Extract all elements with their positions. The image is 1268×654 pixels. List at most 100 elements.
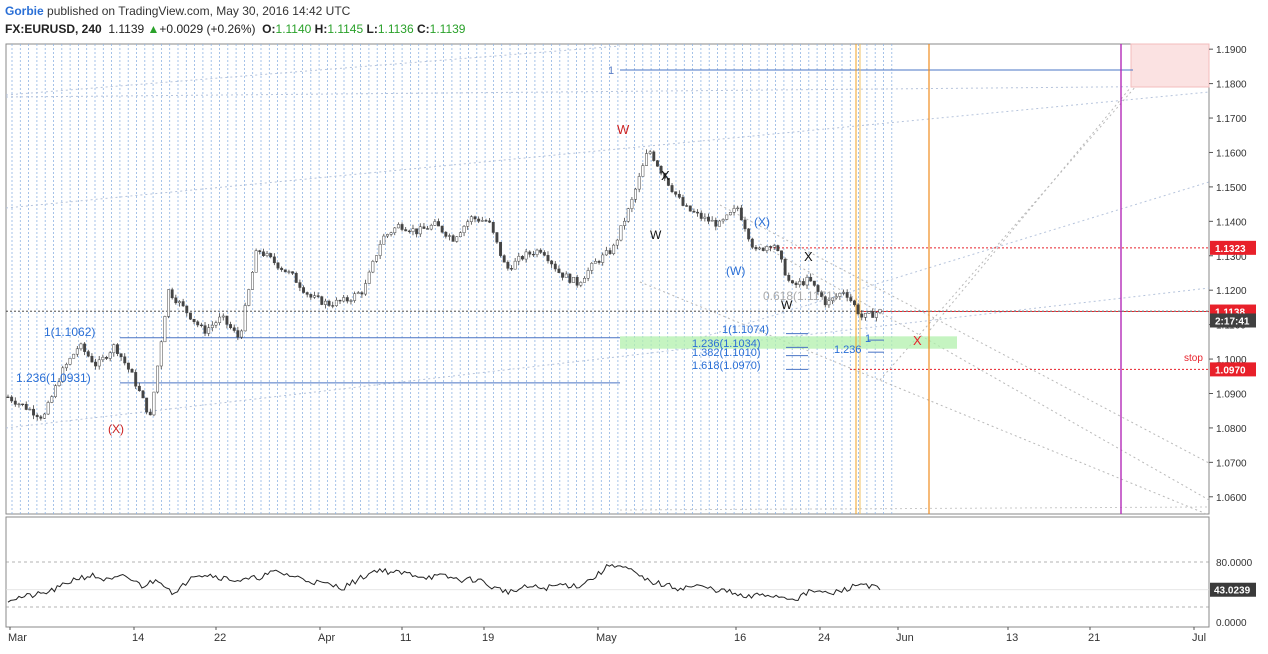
candle-body bbox=[17, 403, 21, 406]
candle-body bbox=[871, 311, 875, 318]
candle-body bbox=[105, 356, 108, 359]
candle-body bbox=[860, 313, 864, 318]
wave-annotation: 1(1.1074) bbox=[722, 324, 769, 336]
candle-body bbox=[608, 250, 612, 254]
wave-annotation: (X) bbox=[108, 422, 124, 436]
wave-annotation: 1 bbox=[608, 65, 614, 77]
candle-body bbox=[827, 300, 831, 306]
author-link[interactable]: Gorbie bbox=[5, 4, 44, 18]
candle-body bbox=[714, 219, 718, 227]
candle-body bbox=[809, 277, 813, 282]
candle-body bbox=[86, 351, 90, 357]
candle-body bbox=[721, 219, 725, 222]
candle-body bbox=[178, 301, 181, 304]
wave-annotation: 1(1.1062) bbox=[44, 325, 95, 339]
candle-body bbox=[400, 224, 404, 230]
candle-body bbox=[586, 270, 590, 279]
candle-body bbox=[437, 221, 440, 227]
low-label: L: bbox=[366, 22, 378, 36]
candle-body bbox=[707, 216, 710, 222]
osc-tick-label: 80.0000 bbox=[1216, 558, 1253, 569]
candle-body bbox=[842, 292, 845, 294]
candle-body bbox=[645, 153, 648, 166]
candle-body bbox=[134, 372, 138, 387]
osc-tick-label: 0.0000 bbox=[1216, 618, 1247, 629]
candle-body bbox=[367, 271, 371, 284]
candle-body bbox=[834, 296, 838, 299]
candle-body bbox=[156, 365, 160, 393]
y-tick-label: 1.1700 bbox=[1216, 114, 1247, 125]
channel-line bbox=[699, 181, 1210, 339]
candle-body bbox=[634, 188, 637, 200]
candle-body bbox=[199, 324, 203, 327]
last-price: 1.1139 bbox=[108, 22, 145, 36]
candle-body bbox=[389, 232, 393, 235]
candle-body bbox=[426, 228, 430, 230]
candle-body bbox=[473, 216, 477, 220]
candle-body bbox=[356, 292, 360, 295]
candle-body bbox=[236, 330, 240, 338]
x-tick-label: 21 bbox=[1088, 632, 1100, 644]
candle-body bbox=[221, 315, 225, 318]
candle-body bbox=[758, 247, 762, 250]
y-tick-label: 1.0800 bbox=[1216, 424, 1247, 435]
candle-body bbox=[192, 318, 196, 323]
wave-annotation: X bbox=[804, 249, 813, 264]
candle-body bbox=[382, 235, 386, 245]
candle-body bbox=[772, 245, 776, 248]
candle-body bbox=[480, 220, 484, 222]
candle-body bbox=[148, 411, 152, 416]
candle-body bbox=[575, 276, 579, 286]
candle-body bbox=[43, 413, 46, 419]
candle-body bbox=[455, 236, 459, 242]
candle-body bbox=[116, 344, 119, 354]
candle-body bbox=[495, 232, 499, 243]
support-zone bbox=[620, 336, 957, 349]
candle-body bbox=[794, 282, 798, 285]
candle-body bbox=[126, 362, 130, 370]
candle-body bbox=[542, 252, 546, 256]
candle-body bbox=[458, 232, 462, 237]
candle-body bbox=[849, 297, 853, 302]
symbol-label[interactable]: FX:EURUSD, 240 bbox=[5, 22, 102, 36]
candle-body bbox=[415, 228, 419, 235]
publish-line: Gorbie published on TradingView.com, May… bbox=[5, 4, 350, 18]
candle-body bbox=[21, 403, 25, 406]
candle-body bbox=[316, 295, 320, 297]
trend-line bbox=[619, 506, 1210, 511]
candle-body bbox=[550, 260, 554, 265]
x-tick-label: 19 bbox=[482, 632, 494, 644]
close-label: C: bbox=[416, 22, 430, 36]
candle-body bbox=[703, 216, 707, 219]
candle-body bbox=[787, 274, 791, 281]
x-tick-label: Apr bbox=[318, 632, 335, 644]
oscillator-pane bbox=[5, 516, 1210, 628]
y-tick-label: 1.1800 bbox=[1216, 80, 1247, 91]
publish-info: published on TradingView.com, May 30, 20… bbox=[47, 4, 351, 18]
candle-body bbox=[878, 309, 882, 314]
candle-body bbox=[790, 280, 794, 284]
candle-body bbox=[210, 324, 214, 328]
candle-body bbox=[466, 221, 470, 227]
candle-body bbox=[728, 212, 732, 216]
candle-body bbox=[108, 352, 112, 359]
candle-body bbox=[170, 289, 174, 299]
candle-body bbox=[469, 216, 473, 222]
candle-body bbox=[732, 208, 736, 213]
candle-body bbox=[83, 343, 87, 352]
candle-body bbox=[513, 260, 517, 270]
candle-body bbox=[123, 356, 127, 364]
candle-body bbox=[535, 249, 539, 255]
candle-body bbox=[334, 299, 338, 306]
candle-body bbox=[572, 276, 575, 283]
candle-body bbox=[137, 385, 141, 392]
candle-body bbox=[564, 273, 568, 278]
candle-body bbox=[601, 254, 605, 263]
wave-annotation: 1.236(1.1034) bbox=[692, 338, 761, 350]
candle-body bbox=[385, 234, 389, 237]
candle-body bbox=[196, 321, 200, 326]
wave-annotation: 1.236 bbox=[834, 344, 862, 356]
candle-body bbox=[185, 305, 189, 314]
candle-body bbox=[269, 253, 273, 258]
